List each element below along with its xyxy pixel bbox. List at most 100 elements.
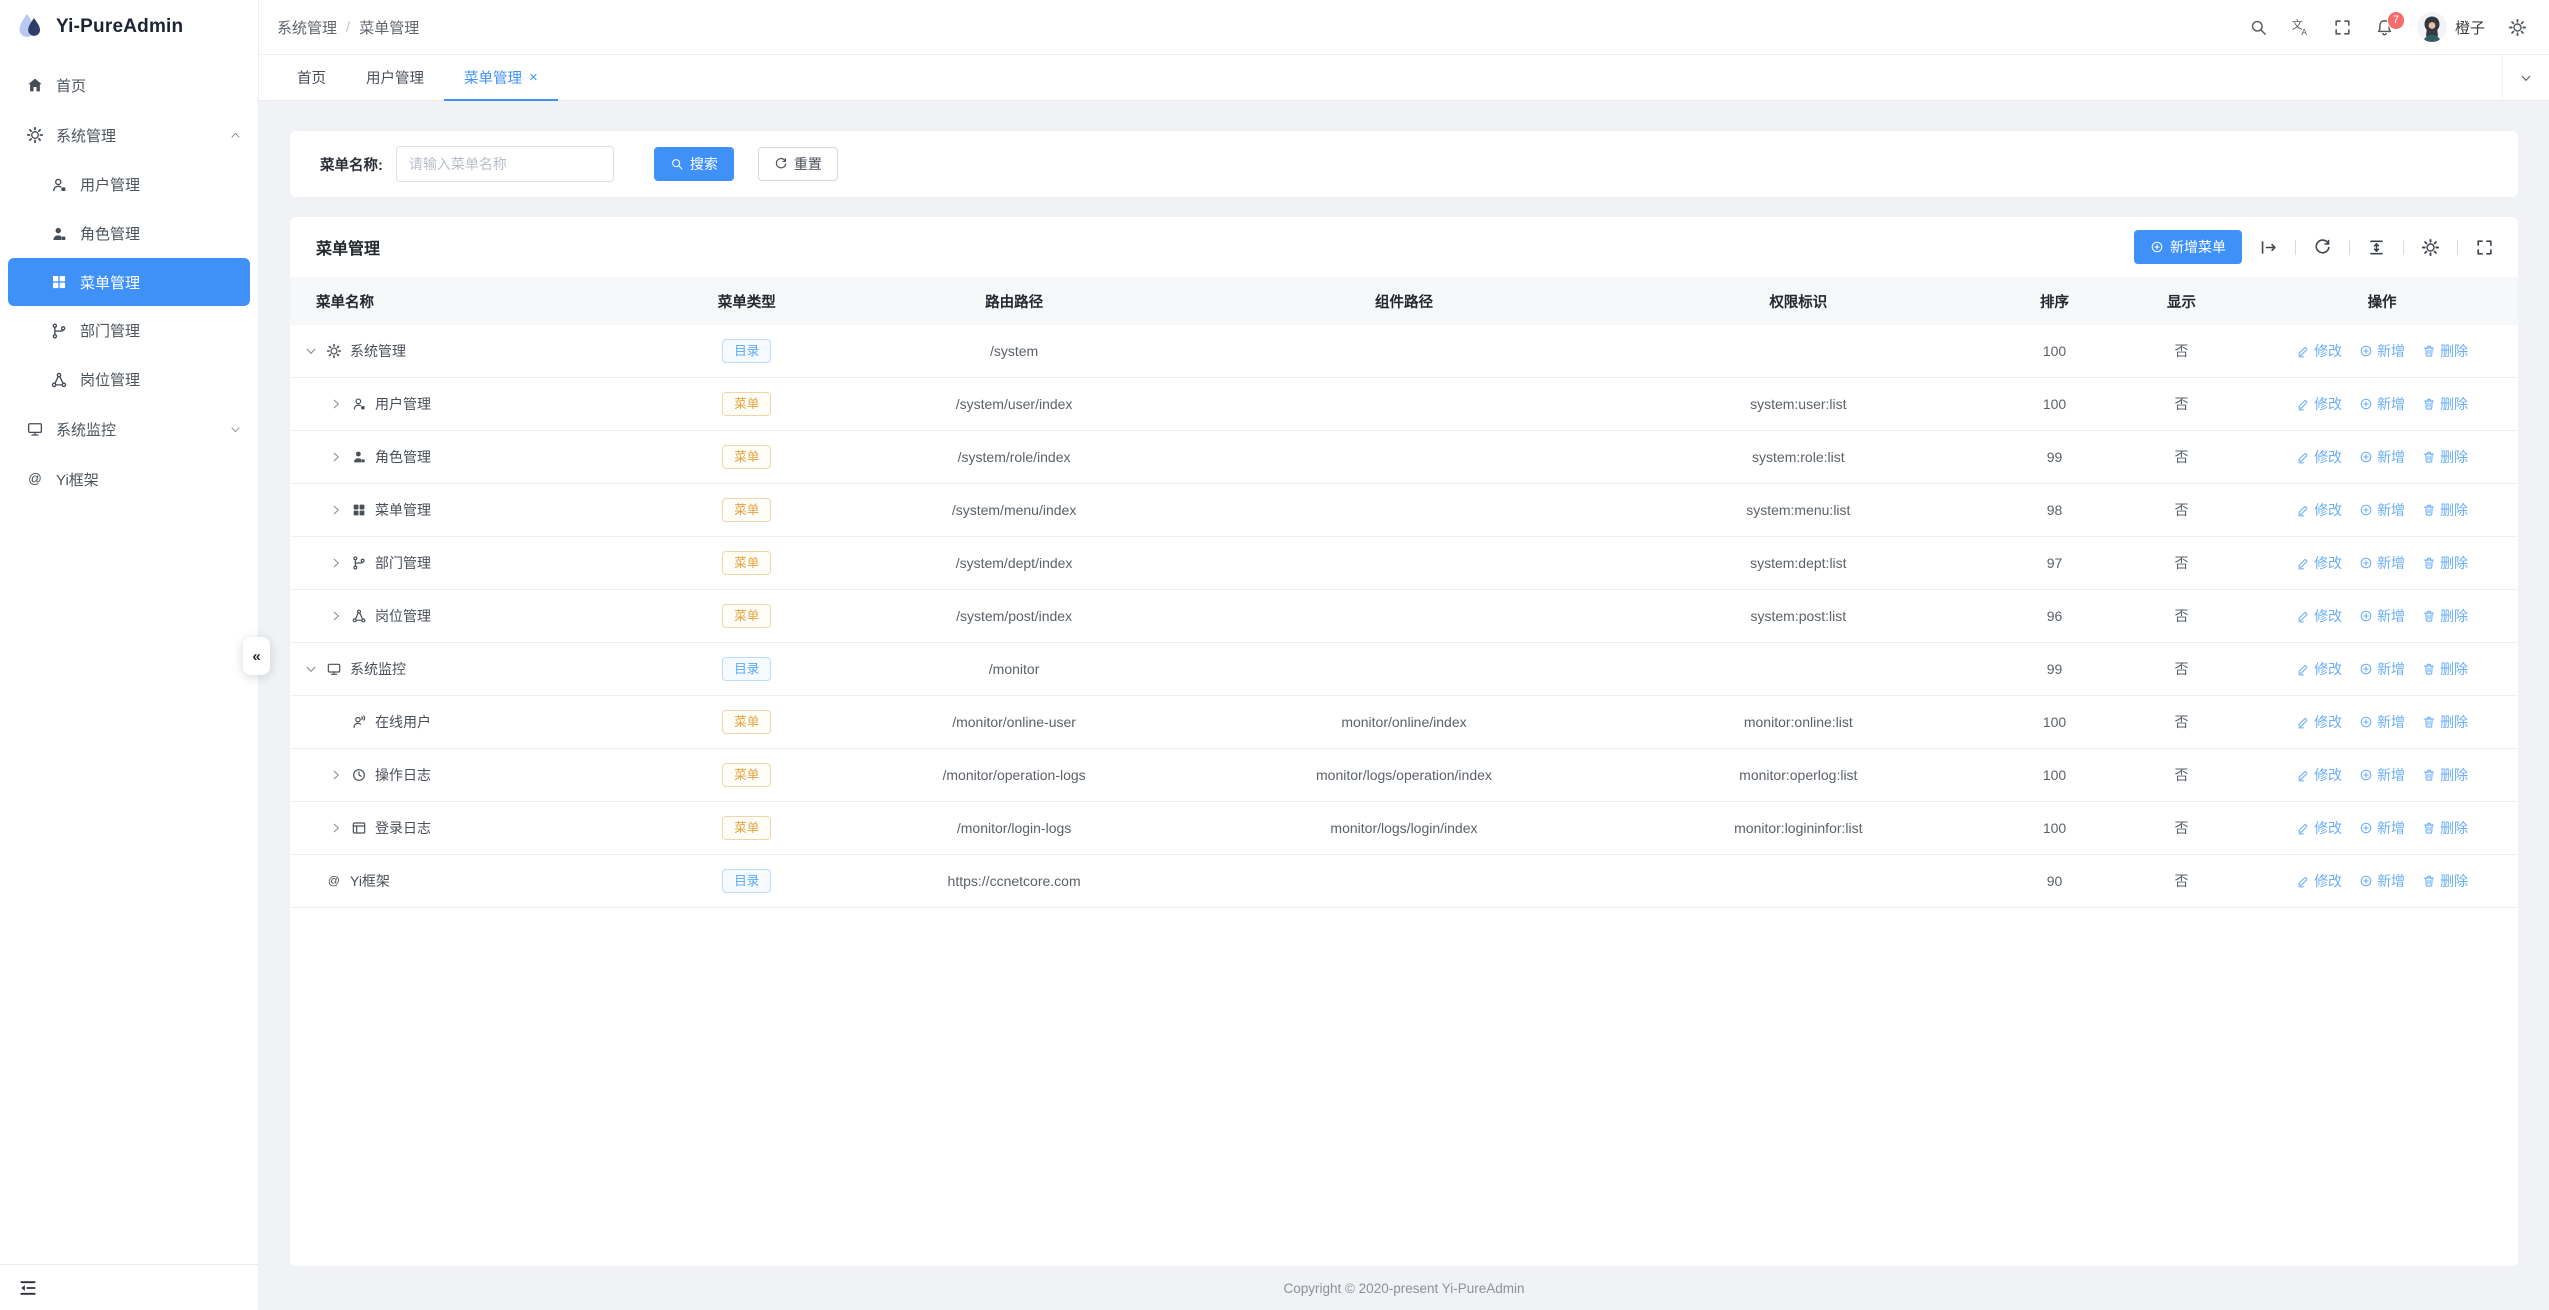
refresh-icon[interactable] [2313, 238, 2332, 257]
trash-icon [2422, 821, 2436, 835]
add-menu-button[interactable]: 新增菜单 [2134, 230, 2242, 264]
plus-icon [2359, 556, 2373, 570]
sidebar-item-depts[interactable]: 部门管理 [0, 306, 258, 355]
delete-link[interactable]: 删除 [2422, 606, 2468, 626]
show-value: 否 [2116, 748, 2247, 802]
gear-icon [26, 126, 44, 144]
search-button[interactable]: 搜索 [653, 147, 734, 181]
edit-link[interactable]: 修改 [2296, 606, 2342, 626]
close-icon[interactable]: × [529, 69, 538, 86]
add-link[interactable]: 新增 [2359, 659, 2405, 679]
row-expand-chevron-icon[interactable] [304, 344, 318, 358]
row-expand-chevron-icon[interactable] [329, 556, 343, 570]
menu-type-badge: 菜单 [722, 603, 772, 629]
delete-link[interactable]: 删除 [2422, 394, 2468, 414]
user-menu[interactable]: 橙子 [2416, 12, 2485, 42]
sidebar-item-menus[interactable]: 菜单管理 [8, 258, 250, 306]
add-link[interactable]: 新增 [2359, 447, 2405, 467]
delete-link[interactable]: 删除 [2422, 447, 2468, 467]
menu-type-badge: 目录 [722, 868, 772, 894]
add-link[interactable]: 新增 [2359, 871, 2405, 891]
reset-button[interactable]: 重置 [757, 147, 838, 181]
sidebar-item-system[interactable]: 系统管理 [0, 110, 258, 160]
divider [2349, 239, 2350, 255]
fullscreen-icon[interactable] [2333, 18, 2352, 37]
row-expand-chevron-icon[interactable] [329, 609, 343, 623]
add-link[interactable]: 新增 [2359, 394, 2405, 414]
sidebar-item-posts[interactable]: 岗位管理 [0, 355, 258, 404]
add-link[interactable]: 新增 [2359, 500, 2405, 520]
delete-link[interactable]: 删除 [2422, 871, 2468, 891]
trash-icon [2422, 662, 2436, 676]
delete-link[interactable]: 删除 [2422, 659, 2468, 679]
edit-link[interactable]: 修改 [2296, 765, 2342, 785]
column-header: 路由路径 [824, 277, 1204, 325]
edit-link[interactable]: 修改 [2296, 553, 2342, 573]
sort-value: 99 [1992, 642, 2117, 696]
edit-link[interactable]: 修改 [2296, 712, 2342, 732]
route-path: /system/role/index [824, 430, 1204, 484]
username: 橙子 [2454, 19, 2485, 37]
edit-link[interactable]: 修改 [2296, 394, 2342, 414]
sidebar-item-label: 系统管理 [56, 127, 117, 145]
notifications[interactable]: 7 [2375, 10, 2405, 37]
op-label: 修改 [2314, 396, 2343, 412]
delete-link[interactable]: 删除 [2422, 341, 2468, 361]
edit-icon [2296, 556, 2310, 570]
edit-link[interactable]: 修改 [2296, 659, 2342, 679]
op-label: 删除 [2440, 661, 2469, 677]
menu-name: 在线用户 [375, 714, 431, 730]
expand-all-icon[interactable] [2259, 238, 2278, 257]
sidebar-item-yi-framework[interactable]: @ Yi框架 [0, 454, 258, 504]
sidebar-item-home[interactable]: 首页 [0, 60, 258, 110]
breadcrumb-item[interactable]: 系统管理 [277, 19, 338, 37]
op-label: 新增 [2377, 343, 2406, 359]
sidebar-item-monitor[interactable]: 系统监控 [0, 404, 258, 454]
tab-users[interactable]: 用户管理 [346, 55, 444, 100]
row-expand-chevron-icon[interactable] [304, 662, 318, 676]
tab-overflow-button[interactable] [2502, 55, 2549, 100]
add-menu-label: 新增菜单 [2170, 239, 2226, 255]
add-link[interactable]: 新增 [2359, 818, 2405, 838]
search-icon[interactable] [2249, 18, 2268, 37]
tab-menus[interactable]: 菜单管理 × [444, 55, 558, 101]
sort-value: 90 [1992, 854, 2117, 908]
sidebar-item-roles[interactable]: 角色管理 [0, 209, 258, 258]
settings-gear-icon[interactable] [2508, 18, 2527, 37]
edit-link[interactable]: 修改 [2296, 871, 2342, 891]
delete-link[interactable]: 删除 [2422, 500, 2468, 520]
delete-link[interactable]: 删除 [2422, 553, 2468, 573]
delete-link[interactable]: 删除 [2422, 712, 2468, 732]
column-settings-gear-icon[interactable] [2421, 238, 2440, 257]
row-expand-chevron-icon[interactable] [329, 768, 343, 782]
edit-link[interactable]: 修改 [2296, 447, 2342, 467]
add-link[interactable]: 新增 [2359, 341, 2405, 361]
table-fullscreen-icon[interactable] [2475, 238, 2494, 257]
edit-link[interactable]: 修改 [2296, 818, 2342, 838]
sidebar-item-users[interactable]: 用户管理 [0, 160, 258, 209]
delete-link[interactable]: 删除 [2422, 818, 2468, 838]
menu-fold-icon[interactable] [18, 1278, 38, 1298]
permission-key: monitor:operlog:list [1604, 748, 1993, 802]
add-link[interactable]: 新增 [2359, 712, 2405, 732]
add-link[interactable]: 新增 [2359, 553, 2405, 573]
menu-name-input[interactable] [395, 146, 614, 182]
show-value: 否 [2116, 483, 2247, 537]
add-link[interactable]: 新增 [2359, 765, 2405, 785]
row-expand-chevron-icon[interactable] [329, 821, 343, 835]
edit-link[interactable]: 修改 [2296, 341, 2342, 361]
svg-text:@: @ [328, 873, 340, 887]
add-link[interactable]: 新增 [2359, 606, 2405, 626]
density-icon[interactable] [2367, 238, 2386, 257]
row-expand-chevron-icon[interactable] [329, 397, 343, 411]
row-expand-chevron-icon[interactable] [329, 450, 343, 464]
delete-link[interactable]: 删除 [2422, 765, 2468, 785]
edit-link[interactable]: 修改 [2296, 500, 2342, 520]
row-expand-chevron-icon[interactable] [329, 503, 343, 517]
tab-home[interactable]: 首页 [277, 55, 346, 100]
sort-value: 98 [1992, 483, 2117, 537]
collapse-glyph: « [252, 647, 261, 665]
sidebar-collapse-button[interactable]: « [243, 637, 270, 675]
